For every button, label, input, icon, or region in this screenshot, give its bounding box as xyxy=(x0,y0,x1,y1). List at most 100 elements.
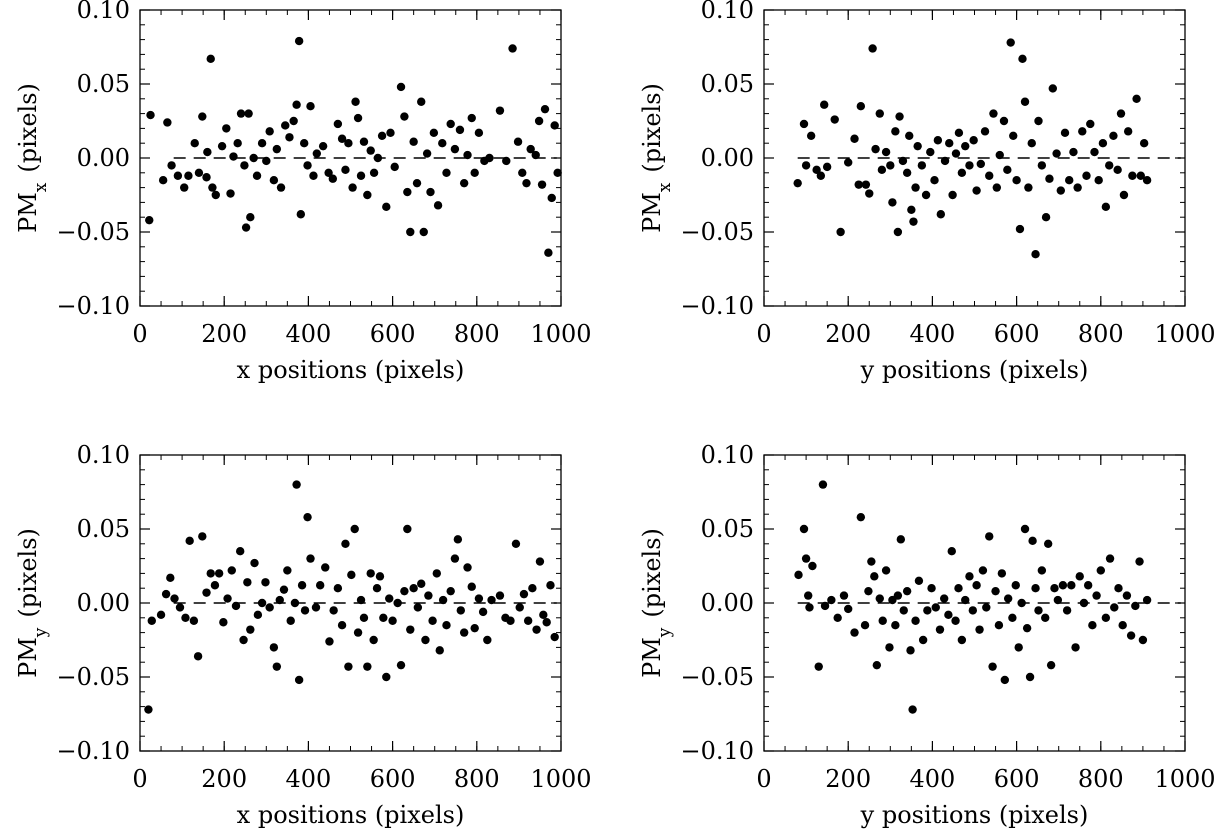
data-point xyxy=(467,113,476,123)
data-point xyxy=(442,168,451,177)
data-point xyxy=(309,171,318,180)
data-point xyxy=(926,147,935,157)
data-point xyxy=(222,124,231,133)
data-point xyxy=(478,607,488,617)
data-point xyxy=(978,566,988,575)
data-point xyxy=(793,178,802,188)
data-point xyxy=(265,603,274,612)
data-point xyxy=(400,586,409,596)
data-point xyxy=(1065,176,1074,185)
data-point xyxy=(982,603,991,612)
data-point xyxy=(553,168,562,177)
data-point xyxy=(156,610,166,620)
data-point xyxy=(333,119,343,129)
x-tick-label: 1000 xyxy=(530,765,591,793)
data-point xyxy=(1110,603,1119,612)
data-point xyxy=(173,171,183,180)
y-tick-label: 0.05 xyxy=(701,515,754,543)
data-point xyxy=(351,97,360,106)
data-point xyxy=(860,621,870,630)
data-point xyxy=(1101,613,1111,622)
data-point xyxy=(432,569,442,578)
data-point xyxy=(985,532,994,541)
data-point xyxy=(875,594,884,603)
x-tick-label: 400 xyxy=(909,320,955,348)
data-point xyxy=(275,595,284,605)
y-tick-label: 0.00 xyxy=(77,144,130,172)
scatter-panel-3: 0 200 400 600 800 1000 −0.10 −0.05 0.00 0.05 0.10 x… xyxy=(14,441,592,829)
y-tick-label: 0.00 xyxy=(701,144,754,172)
data-point xyxy=(513,137,523,146)
data-point xyxy=(1098,139,1108,148)
data-point xyxy=(382,202,391,212)
x-tick-label: 0 xyxy=(132,765,147,793)
y-axis-label: PMx(pixels) xyxy=(14,83,51,233)
data-point xyxy=(867,557,876,566)
data-point xyxy=(1015,224,1025,234)
data-point xyxy=(1008,613,1017,622)
data-point xyxy=(523,616,533,625)
data-point xyxy=(294,675,304,685)
scatter-panel-2: 0 200 400 600 800 1000 −0.10 −0.05 0.00 0.05 0.10 y… xyxy=(638,0,1216,384)
data-point xyxy=(180,183,189,192)
y-tick-label: 0.10 xyxy=(701,441,754,469)
data-point xyxy=(1034,116,1043,126)
data-point xyxy=(1031,250,1040,259)
data-point xyxy=(534,116,544,126)
data-point xyxy=(470,623,479,633)
data-point xyxy=(363,662,372,671)
data-point xyxy=(166,573,175,583)
scatter-panel-4: 0 200 400 600 800 1000 −0.10 −0.05 0.00 0.05 0.10 y… xyxy=(638,441,1216,829)
data-point xyxy=(888,198,897,207)
data-point xyxy=(417,97,426,106)
data-point xyxy=(930,176,939,185)
y-tick-label: −0.10 xyxy=(56,737,130,765)
data-point xyxy=(969,136,978,145)
data-point xyxy=(1037,566,1047,575)
data-point xyxy=(300,606,310,615)
data-point xyxy=(233,139,242,148)
data-point xyxy=(422,149,432,158)
data-point xyxy=(359,613,369,622)
data-point xyxy=(891,621,900,630)
data-point xyxy=(1142,595,1152,605)
data-point xyxy=(951,149,961,158)
data-point xyxy=(253,610,263,620)
data-point xyxy=(933,136,943,145)
data-point xyxy=(812,165,821,175)
data-point xyxy=(158,176,168,185)
data-point xyxy=(1094,176,1103,185)
data-point xyxy=(337,621,347,630)
data-point xyxy=(921,190,931,200)
data-point xyxy=(252,171,262,180)
data-point xyxy=(844,158,853,167)
data-point xyxy=(190,139,199,148)
data-point xyxy=(820,100,829,109)
data-point xyxy=(202,588,211,597)
data-point xyxy=(1118,621,1127,630)
data-point xyxy=(450,554,460,563)
data-point xyxy=(249,153,258,163)
data-point xyxy=(261,578,270,587)
data-point xyxy=(1116,109,1126,118)
data-point xyxy=(961,141,970,151)
x-tick-label: 600 xyxy=(370,320,416,348)
y-axis-label: PMy(pixels) xyxy=(14,528,51,678)
y-axis-label: PMy(pixels) xyxy=(638,528,675,678)
data-point xyxy=(413,603,423,612)
data-point xyxy=(250,558,259,568)
data-point xyxy=(1058,581,1068,590)
data-point xyxy=(241,223,251,232)
x-axis-label: x positions (pixels) xyxy=(237,356,465,384)
x-tick-label: 200 xyxy=(201,765,247,793)
data-point xyxy=(206,54,215,64)
data-point xyxy=(518,168,527,177)
data-point xyxy=(1078,127,1087,136)
data-point xyxy=(369,168,379,177)
data-point xyxy=(312,149,322,158)
data-point xyxy=(359,137,369,146)
data-point xyxy=(968,606,978,615)
data-point xyxy=(446,586,455,596)
data-point xyxy=(377,131,387,140)
data-point xyxy=(163,118,172,127)
